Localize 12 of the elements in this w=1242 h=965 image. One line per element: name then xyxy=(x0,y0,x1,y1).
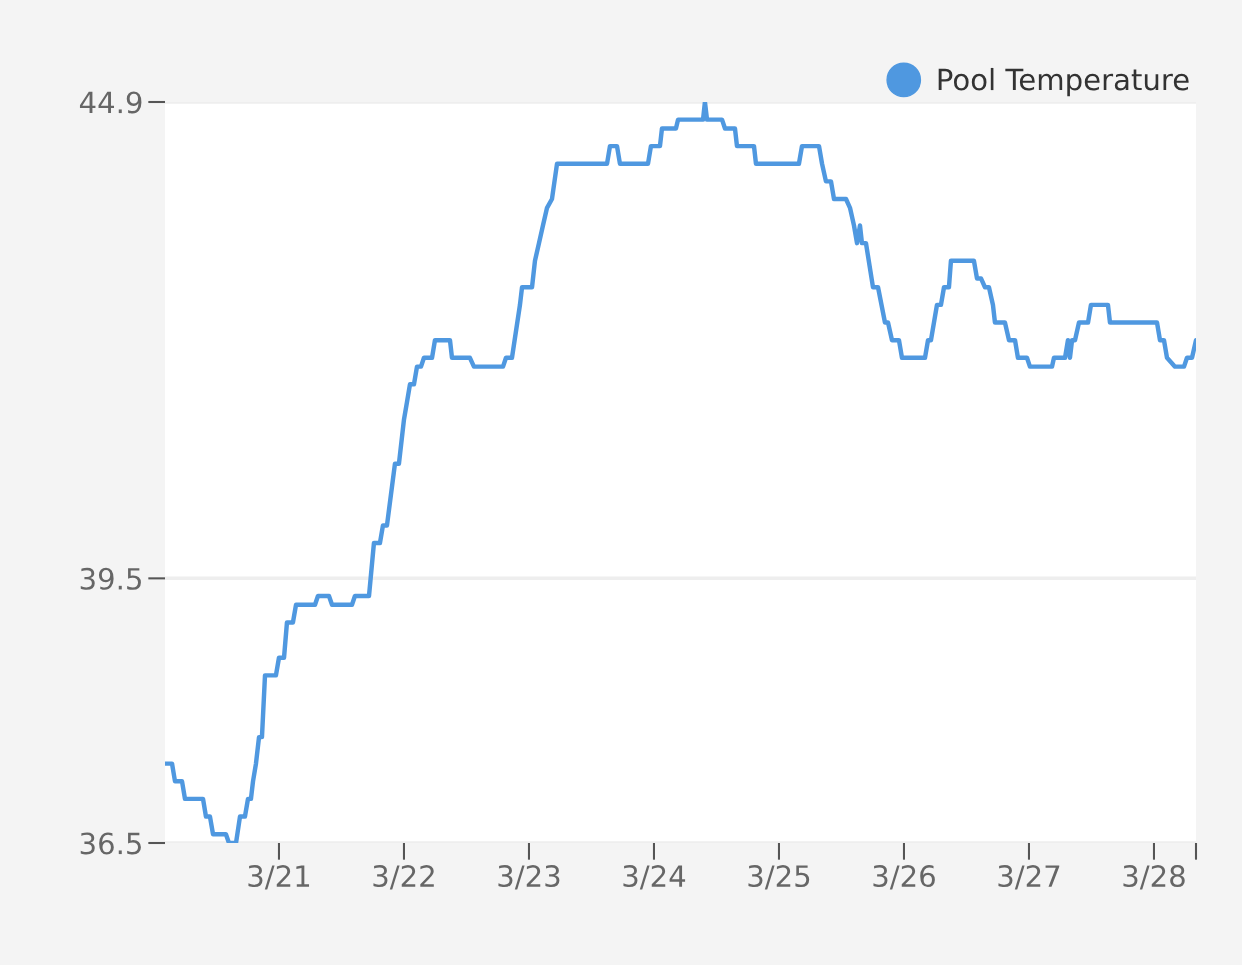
y-tick-label: 44.9 xyxy=(79,91,142,114)
x-tick-label: 3/22 xyxy=(373,865,434,890)
legend-label: Pool Temperature xyxy=(938,67,1189,97)
y-tick-label: 36.5 xyxy=(80,832,141,855)
x-tick-label: 3/25 xyxy=(748,865,810,890)
x-tick-label: 3/24 xyxy=(623,865,686,890)
y-tick-label: 39.5 xyxy=(80,567,141,590)
x-tick-label: 3/26 xyxy=(873,865,935,890)
x-tick-label: 3/28 xyxy=(1123,865,1185,890)
x-tick-label: 3/27 xyxy=(998,865,1060,890)
x-tick-label: 3/23 xyxy=(498,865,560,890)
x-tick-label: 3/21 xyxy=(248,865,310,890)
